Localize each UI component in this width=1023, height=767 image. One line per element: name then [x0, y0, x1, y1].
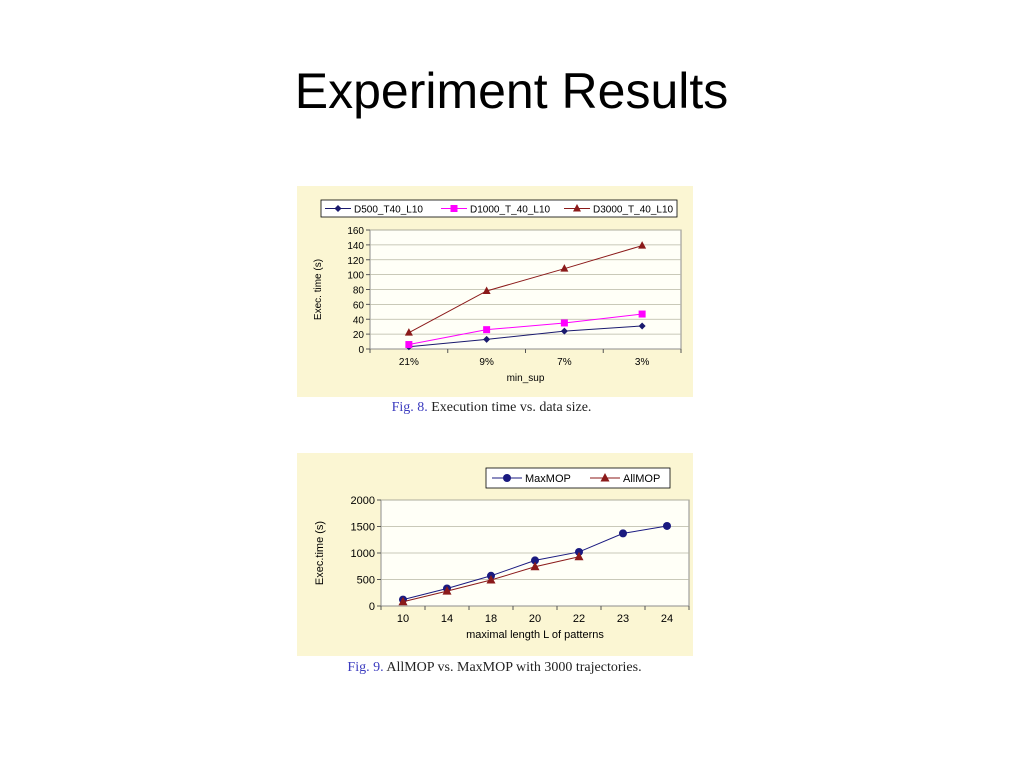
figure-9-caption: Fig. 9. AllMOP vs. MaxMOP with 3000 traj…	[0, 660, 1006, 676]
legend-marker-allmop	[600, 473, 610, 482]
data-point-d1000_t_40_l10	[483, 326, 491, 334]
x-tick-label: 22	[573, 613, 585, 625]
series-line-d500_t40_l10	[408, 325, 643, 348]
y-tick-label: 160	[347, 226, 364, 237]
legend-marker-d3000_t_40_l10	[573, 204, 581, 212]
data-point-d500_t40_l10	[560, 327, 568, 335]
legend-marker-d1000_t_40_l10	[450, 205, 458, 212]
y-axis-title: Exec. time (s)	[313, 259, 324, 320]
data-point-d1000_t_40_l10	[405, 341, 413, 349]
y-tick-label: 20	[353, 330, 365, 341]
x-tick-label: 3%	[635, 357, 650, 368]
y-tick-label: 1000	[351, 548, 375, 560]
y-tick-label: 120	[347, 256, 364, 267]
series-line-d1000_t_40_l10	[408, 313, 643, 346]
figure-8-caption-text: Execution time vs. data size.	[431, 400, 592, 415]
x-tick-label: 14	[441, 613, 453, 625]
data-point-d1000_t_40_l10	[560, 319, 568, 327]
data-point-d3000_t_40_l10	[404, 328, 413, 336]
x-tick-label: 20	[529, 613, 541, 625]
figure-8-caption: Fig. 8. Execution time vs. data size.	[0, 400, 1003, 416]
y-tick-label: 0	[358, 345, 364, 356]
x-tick-label: 7%	[557, 357, 572, 368]
y-tick-label: 500	[357, 575, 375, 587]
data-point-d500_t40_l10	[483, 335, 491, 343]
y-tick-label: 80	[353, 286, 365, 297]
figure-9-chart: 0 500 1000 1500 2000 10 14 18 20 22 23 24 maximal le…	[297, 453, 693, 656]
y-tick-label: 140	[347, 241, 364, 252]
legend-label: D3000_T_40_L10	[593, 205, 674, 216]
x-tick-label: 24	[661, 613, 673, 625]
data-point-allmop	[398, 596, 408, 606]
x-tick-label: 21%	[399, 357, 419, 368]
series-line-d3000_t_40_l10	[408, 245, 643, 334]
data-point-d3000_t_40_l10	[560, 264, 569, 272]
data-point-maxmop	[531, 556, 539, 565]
data-point-d3000_t_40_l10	[638, 241, 647, 249]
data-point-allmop	[574, 551, 584, 561]
data-point-allmop	[530, 561, 540, 571]
x-tick-label: 18	[485, 613, 497, 625]
data-point-d1000_t_40_l10	[638, 310, 646, 318]
y-tick-label: 2000	[351, 495, 375, 507]
y-axis-title: Exec.time (s)	[314, 521, 326, 585]
slide-title: Experiment Results	[294, 63, 729, 119]
legend-label: MaxMOP	[525, 473, 571, 485]
legend-marker-maxmop	[503, 474, 511, 482]
data-point-maxmop	[619, 529, 627, 538]
data-point-allmop	[486, 575, 496, 584]
figure-8-chart: 0 20 40 60 80 100 120 140 160 21% 9% 7% 3% min_sup Exe…	[297, 186, 693, 397]
data-point-maxmop	[663, 521, 671, 530]
figure-9-number: Fig. 9.	[347, 660, 384, 675]
x-tick-label: 23	[617, 613, 629, 625]
x-axis-title: min_sup	[507, 373, 545, 384]
y-tick-label: 100	[347, 271, 364, 282]
x-axis-title: maximal length L of patterns	[466, 629, 604, 641]
y-tick-label: 60	[353, 300, 365, 311]
legend-marker-d500_t40_l10	[334, 205, 342, 212]
figure-8-number: Fig. 8.	[391, 400, 428, 415]
legend-box	[485, 467, 671, 489]
y-tick-label: 40	[353, 315, 365, 326]
x-tick-label: 10	[397, 613, 409, 625]
y-tick-label: 1500	[351, 522, 375, 534]
legend-label: AllMOP	[623, 473, 660, 485]
legend-label: D1000_T_40_L10	[470, 205, 551, 216]
figure-9-caption-text: AllMOP vs. MaxMOP with 3000 trajectories…	[386, 660, 642, 675]
legend-label: D500_T40_L10	[354, 205, 423, 216]
data-point-d500_t40_l10	[638, 322, 646, 330]
legend-box	[320, 199, 678, 218]
data-point-d3000_t_40_l10	[482, 286, 491, 294]
y-tick-label: 0	[369, 601, 375, 613]
x-tick-label: 9%	[479, 357, 494, 368]
data-point-allmop	[442, 586, 452, 595]
